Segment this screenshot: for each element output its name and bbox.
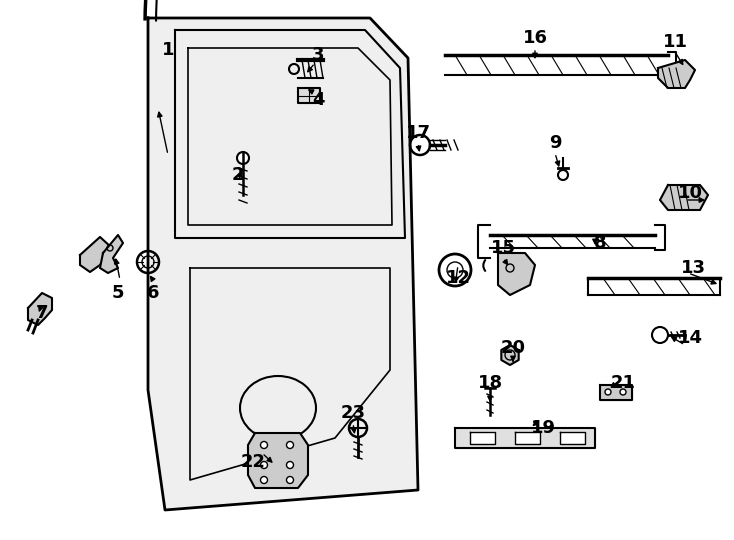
Text: 14: 14: [677, 329, 702, 347]
Text: 15: 15: [490, 239, 515, 257]
Text: 22: 22: [241, 453, 266, 471]
Polygon shape: [560, 432, 585, 444]
Circle shape: [605, 389, 611, 395]
Circle shape: [261, 462, 267, 469]
Circle shape: [261, 476, 267, 483]
Polygon shape: [501, 345, 519, 365]
Circle shape: [286, 462, 294, 469]
Text: 19: 19: [531, 419, 556, 437]
Text: 5: 5: [112, 284, 124, 302]
Polygon shape: [515, 432, 540, 444]
Polygon shape: [148, 18, 418, 510]
Polygon shape: [498, 253, 535, 295]
Text: 6: 6: [147, 284, 159, 302]
Text: 21: 21: [611, 374, 636, 392]
Circle shape: [620, 389, 626, 395]
Text: 9: 9: [549, 134, 562, 152]
Text: 3: 3: [312, 46, 324, 64]
Text: 13: 13: [680, 259, 705, 277]
Text: 17: 17: [405, 124, 431, 142]
Text: 18: 18: [477, 374, 503, 392]
Text: 2: 2: [232, 166, 244, 184]
Text: 4: 4: [312, 91, 324, 109]
Text: 16: 16: [523, 29, 548, 47]
Text: 10: 10: [677, 184, 702, 202]
Circle shape: [237, 152, 249, 164]
Polygon shape: [100, 235, 123, 273]
Polygon shape: [658, 60, 695, 88]
Text: 23: 23: [341, 404, 366, 422]
Text: 11: 11: [663, 33, 688, 51]
Polygon shape: [455, 428, 595, 448]
Polygon shape: [660, 185, 708, 210]
Text: 20: 20: [501, 339, 526, 357]
Circle shape: [286, 442, 294, 449]
Polygon shape: [600, 385, 632, 400]
Polygon shape: [28, 293, 52, 325]
Circle shape: [286, 476, 294, 483]
Text: 12: 12: [446, 269, 470, 287]
Polygon shape: [298, 88, 320, 103]
Circle shape: [261, 442, 267, 449]
Text: 8: 8: [594, 234, 606, 252]
Text: 1: 1: [161, 41, 174, 59]
Polygon shape: [470, 432, 495, 444]
Polygon shape: [248, 433, 308, 488]
Text: 7: 7: [36, 304, 48, 322]
Polygon shape: [80, 237, 112, 272]
